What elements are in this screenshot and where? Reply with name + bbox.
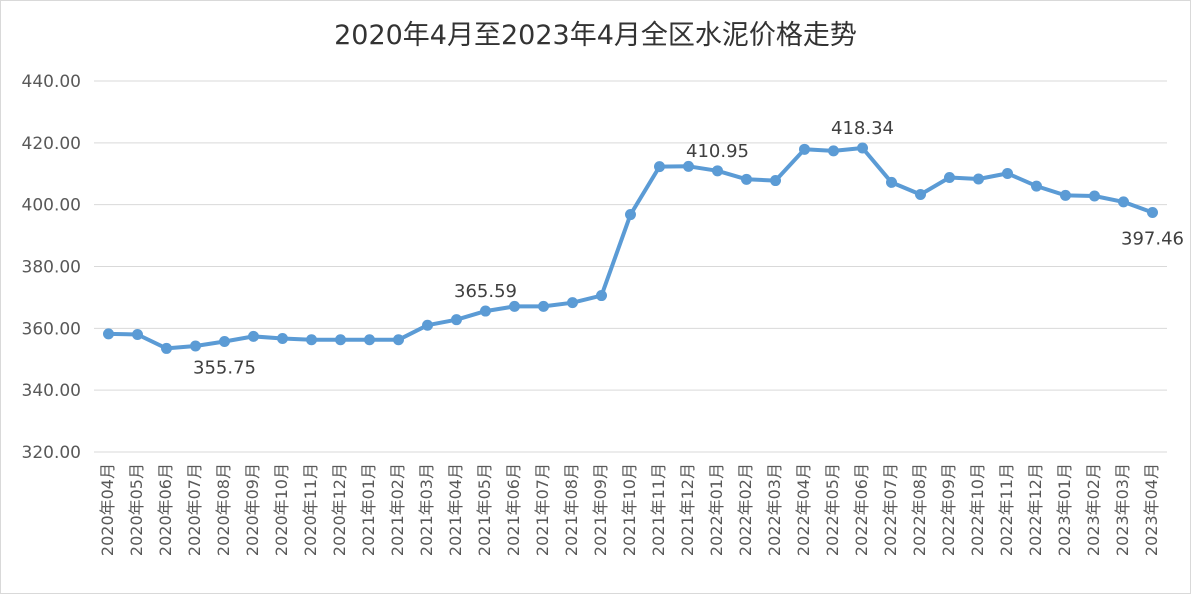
series-line [106,146,1155,351]
data-label: 355.75 [193,357,256,378]
data-point [1031,180,1042,192]
x-tick-label: 2022年06月 [852,463,871,556]
data-point [538,300,549,312]
data-point [944,171,955,183]
x-tick-label: 2023年01月 [1055,463,1074,556]
data-point [480,305,491,317]
data-label: 397.46 [1121,229,1184,250]
x-tick-label: 2022年12月 [1026,463,1045,556]
y-tick-label: 360.00 [22,319,81,339]
data-point [857,142,868,154]
data-point [335,334,346,346]
x-tick-label: 2022年01月 [707,463,726,556]
x-tick-label: 2022年05月 [823,463,842,556]
x-tick-label: 2022年02月 [736,463,755,556]
data-point [364,334,375,346]
y-tick-label: 340.00 [22,381,81,401]
data-point [886,176,897,188]
x-tick-label: 2021年09月 [591,463,610,556]
data-point [654,161,665,173]
x-tick-label: 2021年03月 [417,463,436,556]
x-tick-label: 2021年10月 [620,463,639,556]
y-tick-label: 440.00 [22,72,81,92]
x-tick-label: 2020年09月 [243,463,262,556]
y-tick-label: 320.00 [22,443,81,463]
data-point [1002,167,1013,179]
x-tick-label: 2022年10月 [968,463,987,556]
data-point [132,329,143,341]
x-tick-label: 2022年08月 [910,463,929,556]
x-tick-label: 2020年04月 [98,463,117,556]
data-point [161,342,172,354]
data-label: 418.34 [831,118,894,139]
data-point [973,173,984,185]
data-point [741,173,752,185]
x-tick-label: 2021年02月 [388,463,407,556]
data-point [306,334,317,346]
data-point [915,188,926,200]
x-tick-label: 2020年08月 [214,463,233,556]
data-point [770,175,781,187]
data-point [712,165,723,177]
data-point [1089,190,1100,202]
data-point [103,328,114,340]
x-tick-label: 2021年06月 [504,463,523,556]
x-tick-label: 2021年07月 [533,463,552,556]
y-tick-label: 420.00 [22,134,81,154]
data-label: 365.59 [454,281,517,302]
data-point [422,319,433,331]
x-tick-label: 2020年07月 [185,463,204,556]
y-tick-label: 400.00 [22,196,81,216]
data-point [683,160,694,172]
x-tick-label: 2022年03月 [765,463,784,556]
x-tick-label: 2020年06月 [156,463,175,556]
chart-title: 2020年4月至2023年4月全区水泥价格走势 [334,20,857,51]
x-tick-label: 2020年11月 [301,463,320,556]
data-point [509,300,520,312]
x-tick-label: 2021年05月 [475,463,494,556]
x-tick-label: 2020年05月 [127,463,146,556]
x-tick-label: 2021年11月 [649,463,668,556]
x-tick-label: 2021年01月 [359,463,378,556]
x-tick-label: 2022年11月 [997,463,1016,556]
data-point [393,334,404,346]
x-tick-label: 2023年04月 [1142,463,1161,556]
data-point [799,143,810,155]
data-point [567,297,578,309]
y-tick-label: 380.00 [22,258,81,278]
x-tick-label: 2022年04月 [794,463,813,556]
data-point [1060,189,1071,201]
x-tick-label: 2022年09月 [939,463,958,556]
data-point [248,330,259,342]
x-tick-label: 2021年08月 [562,463,581,556]
data-point [190,340,201,352]
x-tick-label: 2021年12月 [678,463,697,556]
data-point [625,209,636,221]
x-tick-label: 2021年04月 [446,463,465,556]
data-label: 410.95 [686,141,749,162]
x-tick-label: 2020年10月 [272,463,291,556]
data-point [596,290,607,302]
data-point [828,145,839,157]
x-tick-label: 2020年12月 [330,463,349,556]
data-point [277,333,288,345]
data-point [1147,207,1158,219]
data-point [219,335,230,347]
data-point [451,314,462,326]
data-point [1118,196,1129,208]
x-tick-label: 2023年03月 [1113,463,1132,556]
x-tick-label: 2023年02月 [1084,463,1103,556]
x-tick-label: 2022年07月 [881,463,900,556]
